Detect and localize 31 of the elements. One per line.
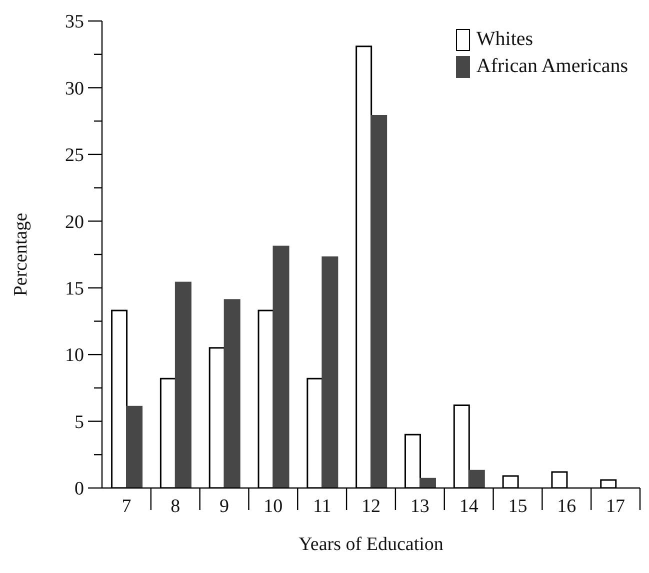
y-tick-label: 25 bbox=[65, 145, 84, 166]
x-tick-label: 10 bbox=[264, 496, 283, 517]
x-tick-label: 12 bbox=[362, 496, 380, 517]
bar bbox=[468, 470, 485, 488]
y-tick-label: 10 bbox=[65, 345, 84, 366]
bar bbox=[370, 114, 388, 488]
y-axis-title: Percentage bbox=[10, 212, 32, 296]
x-tick-label: 15 bbox=[508, 496, 528, 517]
bar bbox=[126, 406, 143, 488]
x-tick-label: 13 bbox=[410, 496, 430, 517]
y-tick-label: 30 bbox=[65, 78, 84, 100]
y-tick-label: 15 bbox=[65, 278, 84, 300]
y-tick-label: 35 bbox=[65, 12, 84, 33]
x-tick-label: 14 bbox=[459, 496, 479, 517]
x-tick-label: 17 bbox=[606, 496, 626, 517]
y-tick-label: 5 bbox=[74, 412, 84, 433]
x-tick-label: 8 bbox=[170, 496, 180, 517]
bar bbox=[322, 256, 338, 488]
x-axis-title: Years of Education bbox=[298, 534, 444, 555]
x-tick-label: 7 bbox=[122, 496, 132, 517]
bar bbox=[224, 299, 240, 488]
x-tick-label: 11 bbox=[312, 496, 332, 517]
y-tick-label: 20 bbox=[65, 212, 84, 233]
x-tick-label: 9 bbox=[220, 496, 230, 517]
x-tick-label: 16 bbox=[557, 496, 576, 517]
bar bbox=[272, 246, 290, 488]
legend-label: African Americans bbox=[476, 55, 628, 78]
bar bbox=[174, 282, 192, 488]
y-tick-label: 0 bbox=[74, 478, 84, 500]
legend-label: Whites bbox=[476, 28, 534, 51]
bar bbox=[419, 478, 436, 488]
